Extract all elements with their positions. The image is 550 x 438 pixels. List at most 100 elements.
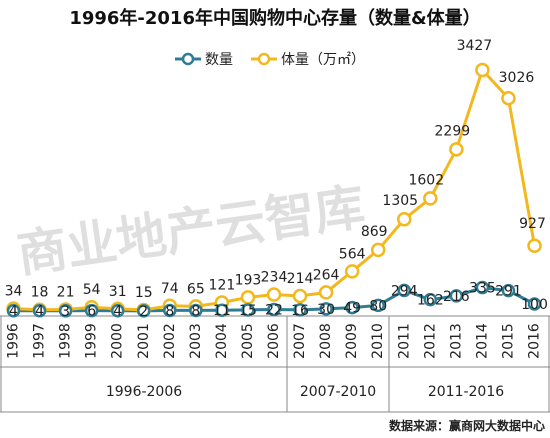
count-label-2007: 16 bbox=[291, 303, 309, 319]
count-point-2013 bbox=[449, 289, 464, 303]
count-label-2008: 30 bbox=[317, 302, 335, 318]
area-point-2009 bbox=[344, 264, 360, 279]
area-label-1996: 34 bbox=[5, 284, 23, 300]
year-label-2015: 2015 bbox=[500, 323, 516, 359]
area-point-2006 bbox=[266, 287, 282, 302]
legend-label-area: 体量（万㎡） bbox=[281, 52, 365, 68]
area-label-2014: 3427 bbox=[457, 38, 493, 54]
area-label-2013: 2299 bbox=[435, 123, 471, 139]
year-label-2005: 2005 bbox=[240, 323, 256, 359]
area-label-2002: 74 bbox=[161, 281, 179, 297]
area-label-1998: 21 bbox=[57, 285, 75, 301]
count-point-1998 bbox=[58, 304, 73, 318]
count-label-2015: 291 bbox=[495, 284, 522, 300]
year-label-1997: 1997 bbox=[32, 323, 48, 359]
area-label-2005: 193 bbox=[235, 272, 262, 288]
legend: 数量 体量（万㎡） bbox=[175, 52, 365, 68]
year-labels: 1996 1997 1998 1999 2000 2001 2002 2003 2004 2005… bbox=[6, 323, 543, 359]
area-label-2012: 1602 bbox=[408, 172, 444, 188]
area-point-2015 bbox=[501, 90, 516, 106]
area-point-2013 bbox=[449, 142, 464, 157]
area-label-2009: 564 bbox=[339, 246, 366, 262]
legend-marker-count bbox=[181, 52, 195, 66]
period-label-1996-2006: 1996-2006 bbox=[106, 384, 182, 400]
count-point-2004 bbox=[215, 303, 229, 317]
count-label-2010: 80 bbox=[369, 298, 387, 314]
area-label-2008: 264 bbox=[313, 267, 340, 283]
count-point-1999 bbox=[84, 303, 99, 318]
count-point-2012 bbox=[423, 292, 438, 307]
count-label-1999: 6 bbox=[87, 304, 96, 320]
year-label-2012: 2012 bbox=[422, 323, 438, 359]
count-point-2002 bbox=[163, 303, 177, 318]
count-point-2005 bbox=[241, 303, 255, 317]
count-label-2001: 2 bbox=[139, 304, 148, 320]
count-point-2010 bbox=[371, 298, 385, 313]
area-label-2015: 3026 bbox=[499, 70, 535, 86]
count-point-2007 bbox=[293, 303, 307, 317]
count-point-2015 bbox=[501, 283, 516, 298]
count-point-2000 bbox=[110, 303, 125, 318]
area-point-2014 bbox=[475, 62, 490, 78]
year-label-2000: 2000 bbox=[110, 323, 126, 359]
year-label-1999: 1999 bbox=[84, 323, 100, 359]
count-label-2005: 15 bbox=[239, 303, 257, 319]
year-label-2013: 2013 bbox=[448, 323, 464, 359]
area-label-2016: 927 bbox=[519, 216, 546, 232]
year-label-2011: 2011 bbox=[396, 323, 412, 359]
area-label-2000: 31 bbox=[109, 284, 127, 300]
count-label-2003: 8 bbox=[191, 303, 200, 319]
count-label-2012: 162 bbox=[417, 293, 444, 309]
area-label-2006: 234 bbox=[261, 270, 288, 286]
year-label-2007: 2007 bbox=[292, 323, 308, 359]
area-label-2001: 15 bbox=[135, 285, 153, 301]
area-point-2011 bbox=[397, 211, 412, 227]
count-label-1997: 4 bbox=[35, 304, 44, 320]
area-label-2003: 65 bbox=[187, 281, 205, 297]
count-label-2002: 8 bbox=[165, 303, 174, 319]
area-point-2012 bbox=[423, 191, 438, 206]
count-label-2013: 216 bbox=[443, 289, 470, 305]
year-label-2010: 2010 bbox=[370, 323, 386, 359]
period-label-2011-2016: 2011-2016 bbox=[428, 384, 504, 400]
count-label-1998: 3 bbox=[61, 304, 70, 320]
area-point-2005 bbox=[240, 290, 256, 305]
count-label-2000: 4 bbox=[113, 304, 122, 320]
count-label-2016: 100 bbox=[521, 297, 548, 313]
period-label-2007-2010: 2007-2010 bbox=[300, 384, 376, 400]
count-label-2004: 11 bbox=[213, 303, 231, 319]
area-point-2010 bbox=[370, 242, 386, 258]
count-label-1996: 4 bbox=[9, 304, 18, 320]
year-label-2006: 2006 bbox=[266, 323, 282, 359]
count-point-1996 bbox=[6, 303, 21, 318]
year-label-2008: 2008 bbox=[318, 323, 334, 359]
count-point-2014 bbox=[475, 280, 490, 295]
plot-area: 34 18 21 54 31 15 74 65 121 193 234 214 264564869130… bbox=[5, 38, 548, 320]
area-point-2008 bbox=[318, 285, 334, 300]
count-point-2011 bbox=[397, 283, 411, 298]
year-label-1998: 1998 bbox=[58, 323, 74, 359]
year-label-2016: 2016 bbox=[527, 323, 543, 359]
legend-label-count: 数量 bbox=[205, 52, 233, 68]
area-label-1999: 54 bbox=[83, 282, 101, 298]
area-label-2011: 1305 bbox=[382, 193, 418, 209]
count-label-2009: 49 bbox=[343, 301, 361, 317]
count-point-2001 bbox=[137, 304, 151, 318]
count-point-2016 bbox=[527, 297, 542, 311]
count-point-2006 bbox=[267, 302, 281, 317]
year-label-2009: 2009 bbox=[344, 323, 360, 359]
area-label-1997: 18 bbox=[31, 285, 49, 301]
area-label-2004: 121 bbox=[209, 277, 236, 293]
legend-marker-area bbox=[257, 52, 271, 66]
data-source: 数据来源：赢商网大数据中心 bbox=[389, 418, 545, 433]
count-label-2011: 294 bbox=[391, 283, 418, 299]
year-label-2003: 2003 bbox=[188, 323, 204, 359]
area-point-2007 bbox=[292, 288, 308, 304]
count-point-2008 bbox=[319, 302, 333, 316]
year-label-2004: 2004 bbox=[214, 323, 230, 359]
count-point-1997 bbox=[32, 303, 47, 318]
year-label-2014: 2014 bbox=[474, 323, 490, 359]
count-point-2009 bbox=[345, 300, 359, 315]
count-label-2006: 22 bbox=[265, 302, 283, 318]
